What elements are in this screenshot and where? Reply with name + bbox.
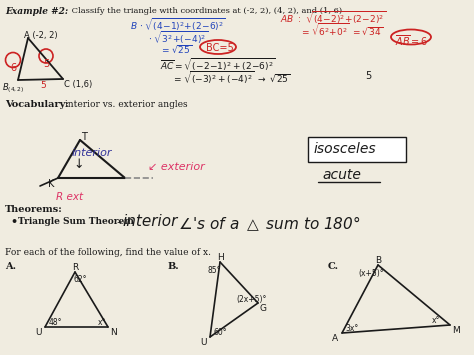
Text: B.: B. xyxy=(168,262,180,271)
Text: acute: acute xyxy=(322,168,361,182)
Text: $B_{(4, 2)}$: $B_{(4, 2)}$ xyxy=(2,81,24,95)
Text: 6: 6 xyxy=(10,63,16,73)
Text: H: H xyxy=(217,253,224,262)
Text: interior: interior xyxy=(122,214,177,229)
Text: $\cdot$ $\sqrt{3^2\!+\!(\!-\!4)^2}$: $\cdot$ $\sqrt{3^2\!+\!(\!-\!4)^2}$ xyxy=(148,30,208,47)
Text: x°: x° xyxy=(98,318,106,327)
Text: C.: C. xyxy=(328,262,339,271)
Text: $\overline{AC}=\sqrt{(-2\!-\!1)^2+(2\!-\!6)^2}$: $\overline{AC}=\sqrt{(-2\!-\!1)^2+(2\!-\… xyxy=(160,57,275,75)
Text: Vocabulary:: Vocabulary: xyxy=(5,100,69,109)
Text: 48°: 48° xyxy=(49,318,63,327)
Text: 5: 5 xyxy=(40,81,46,90)
Text: $=\sqrt{(-3)^2+(-4)^2}$ $\rightarrow$ $\sqrt{25}$: $=\sqrt{(-3)^2+(-4)^2}$ $\rightarrow$ $\… xyxy=(172,70,291,87)
Text: (x+5)°: (x+5)° xyxy=(358,269,383,278)
Text: C (1,6): C (1,6) xyxy=(64,80,92,89)
Text: (2x+5)°: (2x+5)° xyxy=(236,295,266,304)
Text: 85°: 85° xyxy=(208,266,221,275)
Text: N: N xyxy=(110,328,117,337)
Text: For each of the following, find the value of x.: For each of the following, find the valu… xyxy=(5,248,211,257)
Text: A: A xyxy=(332,334,338,343)
Text: G: G xyxy=(260,304,267,313)
FancyBboxPatch shape xyxy=(309,137,407,162)
Text: isosceles: isosceles xyxy=(314,142,377,156)
Text: $AB$ $:$ $\sqrt{(4\!-\!2)^2\!+\!(2\!-\!2)^2}$: $AB$ $:$ $\sqrt{(4\!-\!2)^2\!+\!(2\!-\!2… xyxy=(280,10,386,27)
Text: Triangle Sum Theorem: Triangle Sum Theorem xyxy=(18,217,134,226)
Text: B: B xyxy=(375,256,381,265)
Text: $= \sqrt{25}$: $= \sqrt{25}$ xyxy=(160,43,192,55)
Text: Example #2:: Example #2: xyxy=(5,7,68,16)
Text: x°: x° xyxy=(432,316,440,325)
Text: A.: A. xyxy=(5,262,16,271)
Text: Classify the triangle with coordinates at (-2, 2), (4, 2), and (1, 6): Classify the triangle with coordinates a… xyxy=(69,7,342,15)
Text: 60°: 60° xyxy=(214,328,228,337)
Text: BC=5: BC=5 xyxy=(206,43,234,53)
Text: R: R xyxy=(72,263,78,272)
Text: T: T xyxy=(81,132,87,142)
Text: 3x°: 3x° xyxy=(345,324,358,333)
Text: $= \sqrt{6^2\!+\!0^2}$ $=\sqrt{34}$: $= \sqrt{6^2\!+\!0^2}$ $=\sqrt{34}$ xyxy=(300,22,383,38)
Text: ↓: ↓ xyxy=(73,158,83,171)
Text: 5: 5 xyxy=(43,59,49,69)
Text: 62°: 62° xyxy=(74,275,88,284)
Text: U: U xyxy=(200,338,207,347)
Text: Theorems:: Theorems: xyxy=(5,205,63,214)
Text: –: – xyxy=(114,217,125,227)
Text: U: U xyxy=(35,328,42,337)
Text: M: M xyxy=(452,326,460,335)
Text: K: K xyxy=(48,179,55,189)
Text: interior vs. exterior angles: interior vs. exterior angles xyxy=(62,100,188,109)
Text: $\overline{AB}=6$: $\overline{AB}=6$ xyxy=(395,33,428,48)
Text: interior: interior xyxy=(72,148,112,158)
Text: 5: 5 xyxy=(365,71,371,81)
Text: R ext: R ext xyxy=(56,192,83,202)
Text: ↙ exterior: ↙ exterior xyxy=(148,162,205,172)
Text: •: • xyxy=(10,217,17,227)
Text: $B$ $\cdot$ $\sqrt{(4\!-\!1)^2\!+\!(2\!-\!6)^2}$: $B$ $\cdot$ $\sqrt{(4\!-\!1)^2\!+\!(2\!-… xyxy=(130,17,226,34)
Text: A (-2, 2): A (-2, 2) xyxy=(24,31,58,40)
Text: $\angle$'s of a $\triangle$ sum to 180°: $\angle$'s of a $\triangle$ sum to 180° xyxy=(174,214,361,233)
